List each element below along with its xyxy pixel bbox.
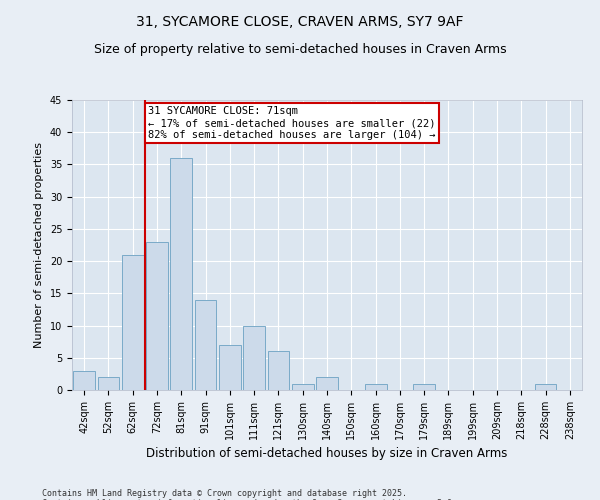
Bar <box>535 384 556 390</box>
Bar <box>219 345 241 390</box>
Text: Contains HM Land Registry data © Crown copyright and database right 2025.: Contains HM Land Registry data © Crown c… <box>42 488 407 498</box>
Text: Size of property relative to semi-detached houses in Craven Arms: Size of property relative to semi-detach… <box>94 42 506 56</box>
Text: 31, SYCAMORE CLOSE, CRAVEN ARMS, SY7 9AF: 31, SYCAMORE CLOSE, CRAVEN ARMS, SY7 9AF <box>136 15 464 29</box>
Bar <box>292 384 314 390</box>
Bar <box>243 326 265 390</box>
Bar <box>365 384 386 390</box>
Y-axis label: Number of semi-detached properties: Number of semi-detached properties <box>34 142 44 348</box>
Text: 31 SYCAMORE CLOSE: 71sqm
← 17% of semi-detached houses are smaller (22)
82% of s: 31 SYCAMORE CLOSE: 71sqm ← 17% of semi-d… <box>149 106 436 140</box>
Bar <box>194 300 217 390</box>
Bar <box>146 242 168 390</box>
Text: Contains public sector information licensed under the Open Government Licence v3: Contains public sector information licen… <box>42 498 457 500</box>
Bar <box>316 377 338 390</box>
Bar <box>73 370 95 390</box>
Bar <box>268 352 289 390</box>
Bar <box>122 254 143 390</box>
Bar <box>170 158 192 390</box>
X-axis label: Distribution of semi-detached houses by size in Craven Arms: Distribution of semi-detached houses by … <box>146 448 508 460</box>
Bar <box>413 384 435 390</box>
Bar <box>97 377 119 390</box>
